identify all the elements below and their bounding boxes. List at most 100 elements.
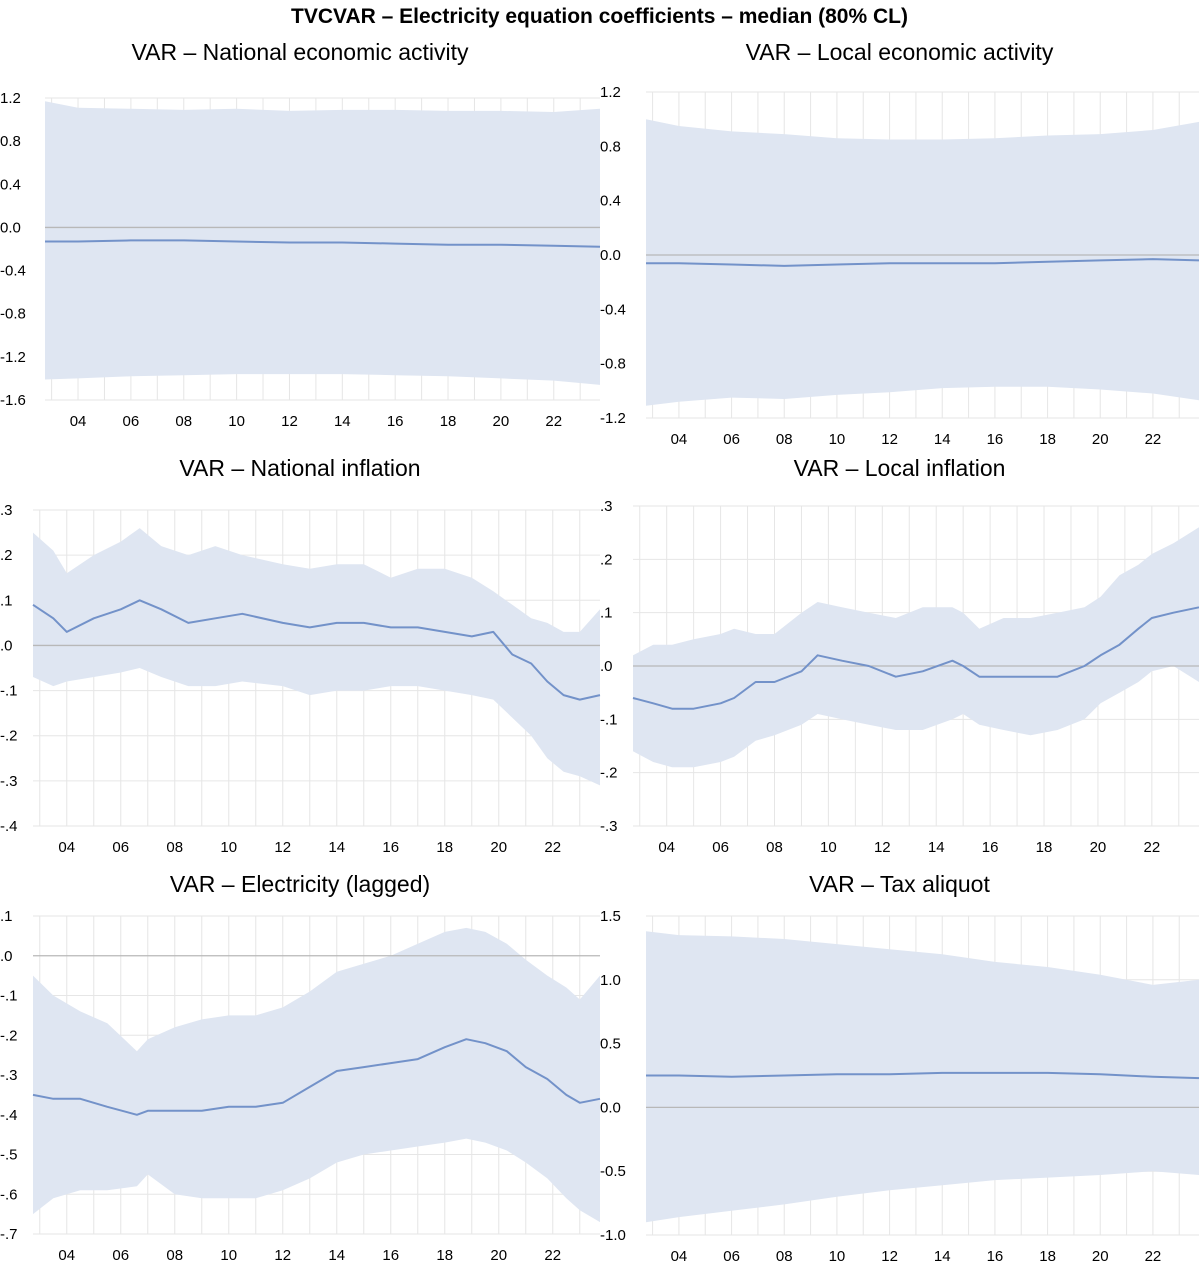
x-tick-label: 06 bbox=[112, 1247, 129, 1261]
x-tick-label: 18 bbox=[1039, 1248, 1056, 1261]
x-tick-label: 14 bbox=[928, 839, 945, 856]
panel-title: VAR – Local inflation bbox=[793, 455, 1006, 481]
x-tick-label: 18 bbox=[1036, 839, 1053, 856]
y-tick-label: 1.2 bbox=[0, 90, 21, 107]
panel-title: VAR – National inflation bbox=[179, 455, 421, 481]
x-tick-label: 16 bbox=[382, 1247, 399, 1261]
y-tick-label: -1.2 bbox=[600, 410, 626, 427]
x-tick-label: 06 bbox=[712, 839, 729, 856]
y-tick-label: -.3 bbox=[0, 1067, 18, 1084]
chart-tax-aliquot: 1.5 1.0 0.5 0.0 -0.5 -1.0 04 06 08 10 12 14 16 18 20 22 bbox=[600, 908, 1199, 1261]
y-tick-label: -0.8 bbox=[0, 306, 26, 323]
x-tick-label: 12 bbox=[281, 413, 298, 430]
x-tick-label: 12 bbox=[274, 839, 291, 856]
y-tick-label: -1.6 bbox=[0, 392, 26, 409]
y-tick-label: 1.2 bbox=[600, 84, 621, 101]
y-tick-label: 1.0 bbox=[600, 972, 621, 989]
x-tick-label: 20 bbox=[490, 839, 507, 856]
y-tick-label: -.2 bbox=[600, 765, 618, 782]
y-tick-label: -.2 bbox=[0, 728, 18, 745]
chart-national-economic-activity: 1.2 0.8 0.4 0.0 -0.4 -0.8 -1.2 -1.6 04 06 08 10 12 14… bbox=[0, 90, 601, 430]
y-tick-label: .0 bbox=[0, 948, 13, 965]
y-tick-label: .2 bbox=[600, 551, 613, 568]
x-tick-label: 20 bbox=[493, 413, 510, 430]
y-tick-label: -.3 bbox=[600, 818, 618, 835]
y-tick-label: -0.8 bbox=[600, 356, 626, 373]
x-tick-label: 22 bbox=[544, 839, 561, 856]
y-tick-label: -.7 bbox=[0, 1226, 18, 1243]
x-tick-label: 16 bbox=[987, 1248, 1004, 1261]
confidence-band bbox=[33, 528, 600, 786]
y-tick-label: -.4 bbox=[0, 1107, 18, 1124]
x-tick-label: 04 bbox=[671, 1248, 688, 1261]
x-tick-label: 20 bbox=[1092, 1248, 1109, 1261]
x-tick-label: 12 bbox=[274, 1247, 291, 1261]
y-tick-label: -1.2 bbox=[0, 349, 26, 366]
x-tick-label: 14 bbox=[328, 1247, 345, 1261]
y-tick-label: -.2 bbox=[0, 1027, 18, 1044]
y-tick-label: -.4 bbox=[0, 818, 18, 835]
x-tick-label: 12 bbox=[874, 839, 891, 856]
confidence-band bbox=[633, 527, 1199, 768]
x-tick-label: 14 bbox=[934, 431, 951, 448]
confidence-band bbox=[33, 927, 600, 1223]
median-line bbox=[646, 258, 1199, 267]
x-tick-label: 06 bbox=[723, 1248, 740, 1261]
y-tick-label: .3 bbox=[600, 498, 613, 515]
x-tick-label: 06 bbox=[123, 413, 140, 430]
panel-national-inflation: VAR – National inflation .3 .2 .1 .0 -.1 -.2 -… bbox=[0, 452, 601, 862]
y-tick-label: .3 bbox=[0, 502, 13, 519]
x-tick-label: 04 bbox=[58, 1247, 75, 1261]
x-tick-label: 14 bbox=[934, 1248, 951, 1261]
y-tick-label: .1 bbox=[0, 592, 13, 609]
y-tick-label: 0.0 bbox=[600, 1099, 621, 1116]
y-tick-label: 0.0 bbox=[600, 247, 621, 264]
y-tick-label: .0 bbox=[0, 637, 13, 654]
x-tick-label: 08 bbox=[776, 1248, 793, 1261]
x-tick-label: 16 bbox=[982, 839, 999, 856]
y-tick-label: 0.0 bbox=[0, 219, 21, 236]
y-tick-label: 0.5 bbox=[600, 1036, 621, 1053]
x-tick-label: 22 bbox=[1143, 839, 1160, 856]
x-tick-label: 08 bbox=[166, 1247, 183, 1261]
y-tick-label: -.1 bbox=[0, 683, 18, 700]
x-tick-label: 06 bbox=[723, 431, 740, 448]
y-tick-label: -.3 bbox=[0, 773, 18, 790]
main-title: TVCVAR – Electricity equation coefficien… bbox=[291, 5, 908, 28]
x-tick-label: 04 bbox=[58, 839, 75, 856]
y-tick-label: -0.4 bbox=[0, 263, 26, 280]
x-tick-label: 04 bbox=[658, 839, 675, 856]
x-tick-label: 22 bbox=[1145, 431, 1162, 448]
panel-title: VAR – Tax aliquot bbox=[809, 871, 990, 897]
median-line bbox=[32, 1038, 601, 1116]
x-tick-label: 18 bbox=[436, 839, 453, 856]
y-tick-label: -1.0 bbox=[600, 1227, 626, 1244]
y-tick-label: 0.4 bbox=[600, 193, 621, 210]
y-tick-label: .1 bbox=[600, 605, 613, 622]
panel-electricity-lagged: VAR – Electricity (lagged) .1 .0 -.1 -.2 -.3… bbox=[0, 868, 601, 1261]
x-tick-label: 10 bbox=[220, 1247, 237, 1261]
panel-local-inflation: VAR – Local inflation .3 .2 .1 .0 -.1 -.2 -.3 0… bbox=[600, 452, 1199, 862]
x-tick-label: 08 bbox=[175, 413, 192, 430]
chart-electricity-lagged: .1 .0 -.1 -.2 -.3 -.4 -.5 -.6 -.7 04 06 08 10 12 14 16 1… bbox=[0, 908, 601, 1261]
x-tick-label: 10 bbox=[829, 1248, 846, 1261]
x-tick-label: 14 bbox=[334, 413, 351, 430]
y-tick-label: 1.5 bbox=[600, 908, 621, 925]
y-tick-label: .1 bbox=[0, 908, 13, 925]
panel-title: VAR – Local economic activity bbox=[745, 39, 1054, 65]
panel-tax-aliquot: VAR – Tax aliquot 1.5 1.0 0.5 0.0 -0.5 -1.0 04… bbox=[600, 868, 1199, 1261]
x-tick-label: 18 bbox=[436, 1247, 453, 1261]
x-tick-label: 16 bbox=[387, 413, 404, 430]
panel-national-economic-activity: VAR – National economic activity 1.2 0.8 0… bbox=[0, 36, 601, 430]
panel-local-economic-activity: VAR – Local economic activity 1.2 0.8 0.4 0… bbox=[600, 36, 1199, 448]
x-tick-label: 08 bbox=[766, 839, 783, 856]
chart-national-inflation: .3 .2 .1 .0 -.1 -.2 -.3 -.4 04 06 08 10 12 14 16 18 20 22 bbox=[0, 502, 601, 856]
confidence-band bbox=[646, 931, 1199, 1223]
x-tick-label: 10 bbox=[829, 431, 846, 448]
x-tick-label: 12 bbox=[881, 1248, 898, 1261]
y-tick-label: -.1 bbox=[600, 711, 618, 728]
y-tick-label: -0.4 bbox=[600, 301, 626, 318]
median-line bbox=[32, 599, 601, 701]
chart-local-economic-activity: 1.2 0.8 0.4 0.0 -0.4 -0.8 -1.2 04 06 08 10 12 14 16 18… bbox=[600, 84, 1199, 448]
y-tick-label: -.1 bbox=[0, 988, 18, 1005]
